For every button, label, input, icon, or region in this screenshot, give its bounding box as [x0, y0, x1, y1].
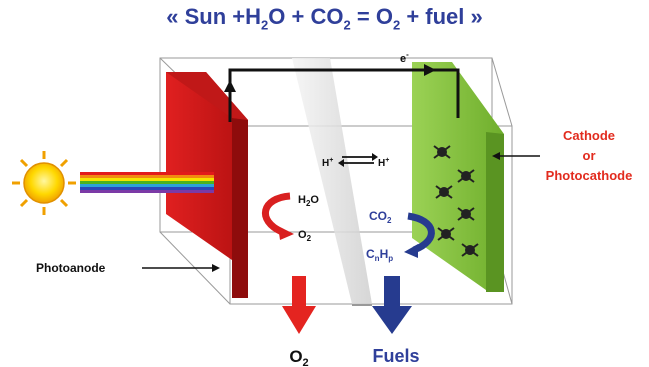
- oxidation-arrow-head-icon: [278, 226, 294, 240]
- catalyst-molecules: [433, 145, 479, 257]
- title-h: H: [245, 4, 262, 29]
- proton-exchange: H+ H+: [322, 157, 389, 169]
- reduction-arrow-head-icon: [404, 244, 418, 258]
- title-fuel: fuel: [425, 4, 465, 29]
- fuels-output-arrow-icon: [372, 276, 412, 334]
- wire-up-arrow-icon: [224, 80, 236, 92]
- o2-inner-label: O2: [298, 229, 312, 243]
- title-co2-sub: 2: [343, 17, 351, 33]
- electron-circuit: [228, 68, 460, 122]
- membrane: [292, 58, 372, 306]
- diagram-title: « Sun +H2O + CO2 = O2 + fuel »: [0, 4, 649, 32]
- oxidation-arrow-icon: [261, 192, 291, 236]
- h2o-label: H2O: [298, 194, 319, 208]
- cathode-label-line1: Cathode: [563, 128, 615, 143]
- sun-icon: [12, 151, 76, 215]
- title-plus-3: +: [406, 4, 420, 29]
- electron-arrow-icon: [424, 64, 436, 76]
- o2-output-label: O2: [289, 347, 308, 367]
- title-plus: +: [232, 4, 246, 29]
- svg-text:H+: H+: [322, 157, 333, 169]
- title-plus-2: +: [291, 4, 305, 29]
- title-sun: Sun: [184, 4, 227, 29]
- svg-text:H+: H+: [378, 157, 389, 169]
- title-o2-sub: 2: [392, 17, 401, 33]
- title-equals: =: [356, 4, 370, 29]
- cathode-label-line2: or: [583, 148, 596, 163]
- reduction-arrow-icon: [407, 212, 435, 254]
- fuels-output-label: Fuels: [372, 346, 419, 366]
- title-open-quote: «: [166, 4, 179, 29]
- cnhp-label: CnHp: [366, 247, 393, 263]
- cathode-plate: [412, 62, 504, 292]
- title-close-quote: »: [470, 4, 483, 29]
- electron-label: e-: [400, 50, 409, 65]
- title-o: O: [268, 4, 286, 29]
- title-h2-sub: 2: [261, 17, 269, 33]
- title-co: CO: [310, 4, 344, 29]
- photoanode-pointer-head-icon: [212, 264, 220, 272]
- exchange-arrows-icon: [338, 153, 378, 167]
- co2-label: CO2: [369, 209, 392, 225]
- o2-output-arrow-icon: [282, 276, 316, 334]
- light-beam: [80, 172, 214, 193]
- cathode-pointer-head-icon: [492, 152, 500, 160]
- photoanode-label: Photoanode: [36, 261, 106, 275]
- title-o-prod: O: [375, 4, 393, 29]
- cathode-label: Cathode or Photocathode: [546, 128, 633, 183]
- cathode-label-line3: Photocathode: [546, 168, 633, 183]
